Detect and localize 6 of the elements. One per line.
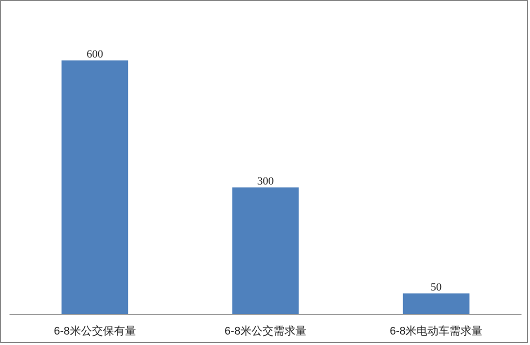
x-tick-label: 6-8米电动车需求量 xyxy=(390,324,483,338)
data-label: 300 xyxy=(257,175,274,188)
x-tick-label: 6-8米公交保有量 xyxy=(54,324,136,338)
x-tick-label: 6-8米公交需求量 xyxy=(224,324,306,338)
data-label: 600 xyxy=(86,48,104,60)
data-label: 50 xyxy=(430,281,442,294)
